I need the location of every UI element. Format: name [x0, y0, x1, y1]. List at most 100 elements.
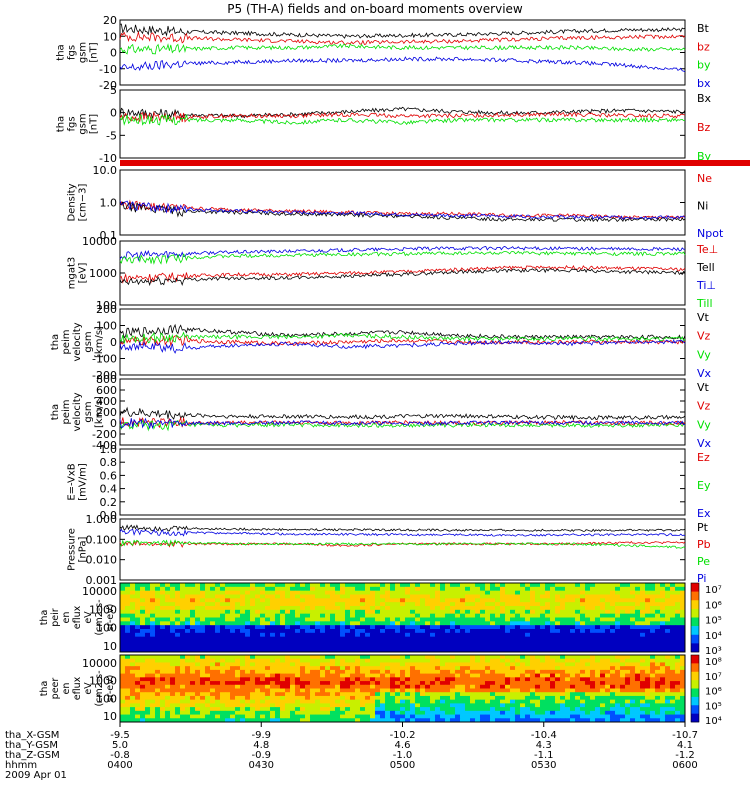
heatmap-cell [555, 583, 561, 588]
heatmap-cell [120, 648, 126, 653]
heatmap-cell [515, 583, 521, 588]
heatmap-cell [240, 662, 246, 667]
heatmap-cell [360, 640, 366, 645]
heatmap-cell [655, 621, 661, 626]
heatmap-cell [530, 621, 536, 626]
heatmap-cell [390, 594, 396, 599]
heatmap-cell [550, 594, 556, 599]
heatmap-cell [445, 636, 451, 641]
heatmap-cell [345, 669, 351, 675]
heatmap-cell [460, 632, 466, 638]
heatmap-cell [365, 718, 371, 723]
legend-Vy: Vy [697, 348, 711, 361]
heatmap-cell [155, 673, 161, 678]
heatmap-cell [680, 710, 686, 715]
heatmap-cell [640, 644, 646, 649]
heatmap-cell [200, 681, 206, 686]
heatmap-cell [625, 640, 631, 645]
heatmap-cell [430, 677, 436, 682]
heatmap-cell [455, 609, 461, 615]
heatmap-cell [300, 606, 306, 611]
heatmap-cell [230, 617, 236, 622]
heatmap-cell [605, 699, 611, 704]
heatmap-cell [250, 640, 256, 645]
heatmap-cell [605, 669, 611, 675]
heatmap-cell [470, 692, 476, 697]
heatmap-cell [220, 594, 226, 599]
heatmap-cell [610, 695, 616, 701]
heatmap-cell [335, 629, 341, 634]
heatmap-cell [470, 666, 476, 671]
heatmap-cell [445, 658, 451, 663]
heatmap-cell [205, 609, 211, 615]
heatmap-cell [270, 602, 276, 607]
heatmap-cell [580, 684, 586, 689]
heatmap-cell [630, 714, 636, 719]
heatmap-cell [365, 684, 371, 689]
heatmap-cell [605, 625, 611, 630]
heatmap-cell [470, 583, 476, 588]
heatmap-cell [355, 621, 361, 626]
heatmap-cell [130, 613, 136, 618]
heatmap-cell [445, 617, 451, 622]
heatmap-cell [245, 617, 251, 622]
heatmap-cell [345, 681, 351, 686]
heatmap-cell [190, 625, 196, 630]
heatmap-cell [660, 586, 666, 592]
heatmap-cell [325, 625, 331, 630]
heatmap-cell [125, 586, 131, 592]
colorbar-label: 10⁵ [705, 701, 722, 712]
heatmap-cell [330, 586, 336, 592]
heatmap-cell [275, 625, 281, 630]
heatmap-cell [435, 669, 441, 675]
heatmap-cell [405, 655, 411, 660]
heatmap-cell [290, 695, 296, 701]
heatmap-cell [175, 718, 181, 723]
heatmap-cell [500, 636, 506, 641]
heatmap-cell [165, 609, 171, 615]
heatmap-cell [150, 692, 156, 697]
heatmap-cell [595, 703, 601, 708]
heatmap-cell [290, 621, 296, 626]
heatmap-cell [225, 644, 231, 649]
heatmap-cell [280, 692, 286, 697]
heatmap-cell [250, 699, 256, 704]
heatmap-cell [345, 710, 351, 715]
heatmap-cell [225, 707, 231, 712]
heatmap-cell [365, 598, 371, 603]
heatmap-cell [400, 590, 406, 595]
heatmap-cell [310, 684, 316, 689]
heatmap-cell [565, 636, 571, 641]
heatmap-cell [395, 669, 401, 675]
heatmap-cell [240, 699, 246, 704]
heatmap-cell [185, 586, 191, 592]
heatmap-cell [220, 617, 226, 622]
heatmap-cell [365, 594, 371, 599]
heatmap-cell [265, 666, 271, 671]
heatmap-cell [180, 684, 186, 689]
heatmap-cell [425, 594, 431, 599]
heatmap-cell [590, 594, 596, 599]
heatmap-cell [440, 625, 446, 630]
colorbar-segment [691, 591, 699, 601]
heatmap-cell [235, 662, 241, 667]
heatmap-cell [630, 703, 636, 708]
heatmap-cell [655, 629, 661, 634]
heatmap-cell [635, 625, 641, 630]
heatmap-cell [150, 632, 156, 638]
heatmap-cell [515, 669, 521, 675]
heatmap-cell [135, 598, 141, 603]
heatmap-cell [665, 684, 671, 689]
heatmap-cell [330, 625, 336, 630]
heatmap-cell [435, 684, 441, 689]
heatmap-cell [195, 625, 201, 630]
heatmap-cell [545, 714, 551, 719]
heatmap-cell [600, 669, 606, 675]
heatmap-cell [230, 590, 236, 595]
heatmap-cell [130, 692, 136, 697]
heatmap-cell [355, 655, 361, 660]
heatmap-cell [575, 655, 581, 660]
heatmap-cell [610, 662, 616, 667]
heatmap-cell [425, 707, 431, 712]
heatmap-cell [615, 629, 621, 634]
